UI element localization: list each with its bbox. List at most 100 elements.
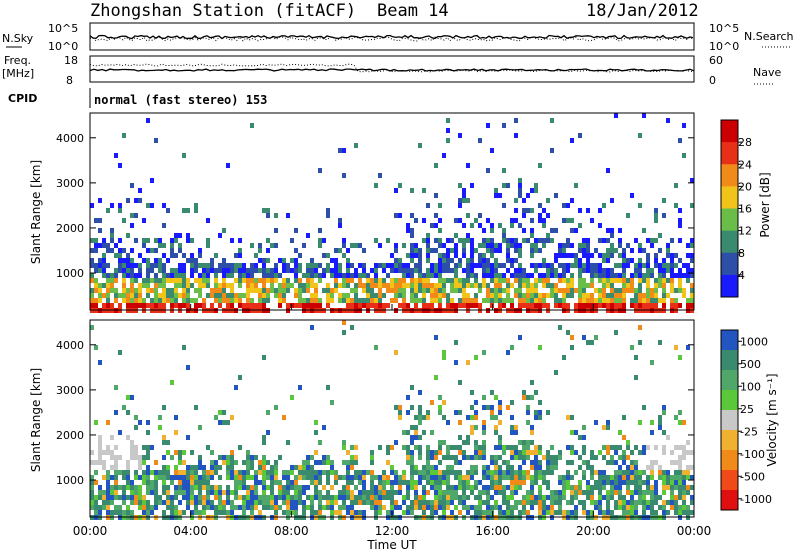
heat-cell xyxy=(466,283,470,288)
heat-cell xyxy=(382,263,386,268)
heat-cell xyxy=(122,283,126,288)
heat-cell xyxy=(506,183,510,188)
heat-cell xyxy=(262,505,266,510)
heat-cell xyxy=(566,243,570,248)
heat-cell xyxy=(358,298,362,303)
heat-cell xyxy=(354,455,358,460)
heat-cell xyxy=(298,278,302,283)
heat-cell xyxy=(634,298,638,303)
heat-cell xyxy=(394,188,398,193)
heat-cell xyxy=(646,298,650,303)
heat-cell xyxy=(402,510,406,515)
heat-cell xyxy=(562,263,566,268)
heat-cell xyxy=(370,268,374,273)
heat-cell xyxy=(434,500,438,505)
heat-cell xyxy=(154,138,158,143)
heat-cell xyxy=(138,485,142,490)
heat-cell xyxy=(146,238,150,243)
heat-cell xyxy=(266,485,270,490)
heat-cell xyxy=(506,465,510,470)
heat-cell xyxy=(510,263,514,268)
heat-cell xyxy=(470,475,474,480)
heat-cell xyxy=(362,273,366,278)
heat-cell xyxy=(318,243,322,248)
heat-cell xyxy=(438,273,442,278)
heat-cell xyxy=(502,445,506,450)
heat-cell xyxy=(182,278,186,283)
heat-cell xyxy=(354,298,358,303)
heat-cell xyxy=(546,495,550,500)
heat-cell xyxy=(174,268,178,273)
heat-cell xyxy=(510,283,514,288)
heat-cell xyxy=(618,273,622,278)
heat-cell xyxy=(318,440,322,445)
heat-cell xyxy=(502,490,506,495)
heat-cell xyxy=(618,430,622,435)
heat-cell xyxy=(490,243,494,248)
heat-cell xyxy=(338,510,342,515)
heat-cell xyxy=(306,283,310,288)
heat-cell xyxy=(342,495,346,500)
heat-cell xyxy=(494,490,498,495)
heat-cell xyxy=(414,293,418,298)
heat-cell xyxy=(98,293,102,298)
heat-cell xyxy=(106,490,110,495)
heat-cell xyxy=(554,228,558,233)
heat-cell xyxy=(454,253,458,258)
heat-cell xyxy=(614,475,618,480)
heat-cell xyxy=(110,475,114,480)
heat-cell xyxy=(610,293,614,298)
heat-cell xyxy=(130,495,134,500)
heat-cell xyxy=(254,288,258,293)
heat-cell xyxy=(158,278,162,283)
heat-cell xyxy=(626,445,630,450)
heat-cell xyxy=(502,500,506,505)
heat-cell xyxy=(130,450,134,455)
heat-cell xyxy=(646,490,650,495)
heat-cell xyxy=(674,273,678,278)
nave-label: Nave xyxy=(753,66,781,79)
heat-cell xyxy=(414,430,418,435)
heat-cell xyxy=(170,480,174,485)
heat-cell xyxy=(382,475,386,480)
heat-cell xyxy=(470,258,474,263)
heat-cell xyxy=(486,465,490,470)
heat-cell xyxy=(502,460,506,465)
nave-tick-top: 60 xyxy=(709,54,723,67)
heat-cell xyxy=(554,370,558,375)
heat-cell xyxy=(526,495,530,500)
heat-cell xyxy=(122,273,126,278)
heat-cell xyxy=(126,288,130,293)
heat-cell xyxy=(406,395,410,400)
heat-cell xyxy=(390,298,394,303)
heat-cell xyxy=(542,238,546,243)
heat-cell xyxy=(626,283,630,288)
heat-cell xyxy=(394,490,398,495)
heat-cell xyxy=(550,465,554,470)
heat-cell xyxy=(510,480,514,485)
heat-cell xyxy=(602,455,606,460)
heat-cell xyxy=(678,208,682,213)
heat-cell xyxy=(450,258,454,263)
heat-cell xyxy=(246,298,250,303)
heat-cell xyxy=(274,213,278,218)
heat-cell xyxy=(262,263,266,268)
heat-cell xyxy=(498,410,502,415)
nsearch-tick-top: 10^5 xyxy=(709,22,739,35)
heat-cell xyxy=(458,203,462,208)
heat-cell xyxy=(166,208,170,213)
heat-cell xyxy=(450,303,454,308)
freq-tick-bottom: 8 xyxy=(66,74,73,87)
heat-cell xyxy=(182,283,186,288)
heat-cell xyxy=(570,415,574,420)
heat-cell xyxy=(662,410,666,415)
heat-cell xyxy=(182,268,186,273)
heat-cell xyxy=(482,278,486,283)
heat-cell xyxy=(570,228,574,233)
heat-cell xyxy=(422,218,426,223)
heat-cell xyxy=(666,485,670,490)
heat-cell xyxy=(202,475,206,480)
heat-cell xyxy=(518,335,522,340)
heat-cell xyxy=(682,420,686,425)
heat-cell xyxy=(678,283,682,288)
